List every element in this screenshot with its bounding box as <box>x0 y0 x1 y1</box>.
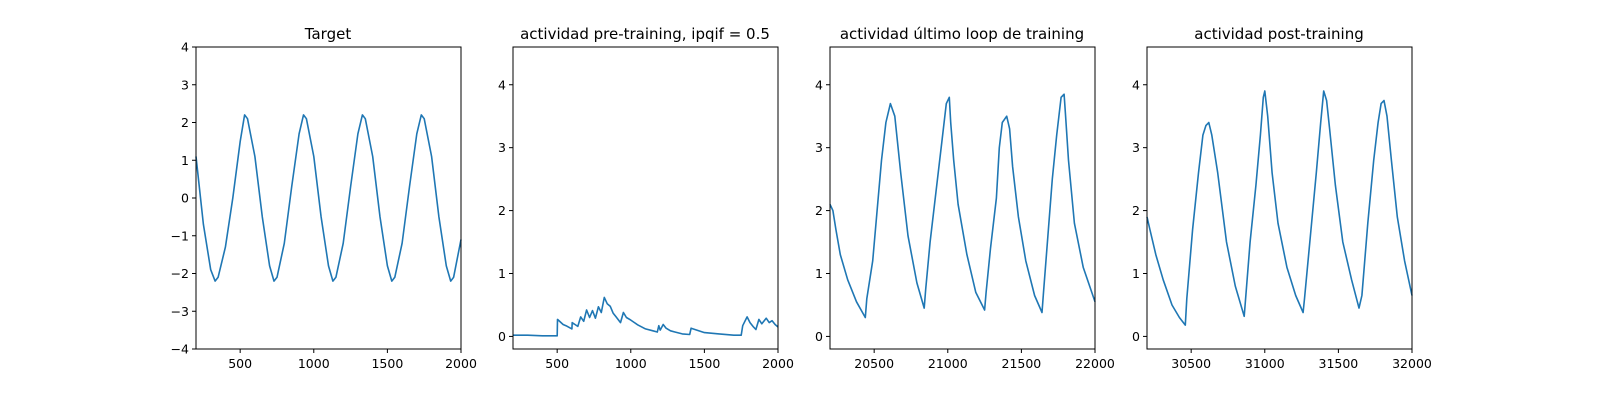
series-line <box>513 296 779 337</box>
x-tick-label: 500 <box>545 356 569 371</box>
axes-frame <box>195 46 462 350</box>
x-tick-label: 2000 <box>445 356 477 371</box>
x-tick-label: 1000 <box>298 356 330 371</box>
y-tick-label: 1 <box>181 153 189 168</box>
chart-panel-target: Target 500 1000 1500 2000 −4 −3 −2 −1 0 1 2 3 4 <box>171 25 477 371</box>
plot-area <box>195 114 462 282</box>
plot-area <box>513 296 779 337</box>
x-tick-label: 22000 <box>1075 356 1115 371</box>
y-tick-label: −1 <box>171 228 189 243</box>
x-tick-label: 31000 <box>1245 356 1285 371</box>
x-tick-label: 20500 <box>854 356 894 371</box>
y-tick-label: 0 <box>498 329 506 344</box>
x-tick-label: 1500 <box>688 356 720 371</box>
series-line <box>1146 90 1413 326</box>
y-tick-label: −3 <box>171 304 189 319</box>
y-tick-label: 4 <box>181 40 189 55</box>
y-tick-label: 2 <box>181 115 189 130</box>
axis-ticks: 20500 21000 21500 22000 0 1 2 3 4 <box>815 77 1115 371</box>
y-tick-label: 4 <box>1132 77 1140 92</box>
chart-panel-post-training: actividad post-training 30500 31000 31500 3… <box>1132 25 1432 371</box>
y-tick-label: 1 <box>498 266 506 281</box>
series-line <box>829 93 1096 319</box>
axes-frame <box>512 46 779 350</box>
x-tick-label: 30500 <box>1171 356 1211 371</box>
x-tick-label: 1000 <box>615 356 647 371</box>
y-tick-label: 0 <box>181 191 189 206</box>
plot-area <box>829 93 1096 319</box>
series-line <box>195 114 462 282</box>
y-tick-label: 2 <box>498 203 506 218</box>
panel-title: actividad último loop de training <box>840 25 1084 43</box>
y-tick-label: 4 <box>498 77 506 92</box>
chart-panel-last-training-loop: actividad último loop de training 20500 2… <box>815 25 1115 371</box>
y-tick-label: 3 <box>1132 140 1140 155</box>
x-tick-label: 31500 <box>1319 356 1359 371</box>
y-tick-label: 3 <box>181 77 189 92</box>
x-tick-label: 2000 <box>762 356 794 371</box>
axis-ticks: 30500 31000 31500 32000 0 1 2 3 4 <box>1132 77 1432 371</box>
y-tick-label: 0 <box>1132 329 1140 344</box>
y-tick-label: 4 <box>815 77 823 92</box>
y-tick-label: −2 <box>171 266 189 281</box>
axes-frame <box>829 46 1096 350</box>
chart-panel-pre-training: actividad pre-training, ipqif = 0.5 500 1… <box>498 25 794 371</box>
x-tick-label: 21000 <box>928 356 968 371</box>
plot-area <box>1146 90 1413 326</box>
y-tick-label: 2 <box>815 203 823 218</box>
x-tick-label: 500 <box>228 356 252 371</box>
y-tick-label: −4 <box>171 342 189 357</box>
panel-title: Target <box>304 25 352 43</box>
axes-frame <box>1146 46 1413 350</box>
panel-title: actividad post-training <box>1194 25 1363 43</box>
y-tick-label: 3 <box>498 140 506 155</box>
y-tick-label: 2 <box>1132 203 1140 218</box>
y-tick-label: 0 <box>815 329 823 344</box>
panel-title: actividad pre-training, ipqif = 0.5 <box>520 25 770 43</box>
axis-ticks: 500 1000 1500 2000 −4 −3 −2 −1 0 1 2 3 4 <box>171 40 477 372</box>
y-tick-label: 1 <box>1132 266 1140 281</box>
x-tick-label: 21500 <box>1002 356 1042 371</box>
y-tick-label: 1 <box>815 266 823 281</box>
x-tick-label: 32000 <box>1392 356 1432 371</box>
axis-ticks: 500 1000 1500 2000 0 1 2 3 4 <box>498 77 794 371</box>
y-tick-label: 3 <box>815 140 823 155</box>
x-tick-label: 1500 <box>371 356 403 371</box>
